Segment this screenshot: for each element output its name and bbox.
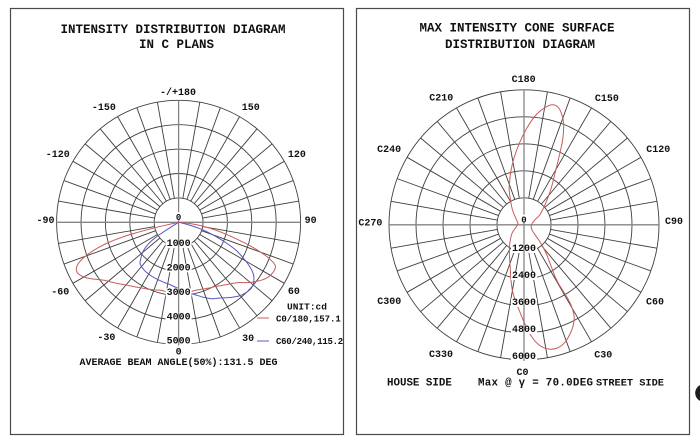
- svg-text:0: 0: [176, 348, 182, 359]
- svg-text:C150: C150: [595, 94, 619, 105]
- svg-text:C120: C120: [646, 145, 670, 156]
- svg-text:60: 60: [288, 287, 300, 298]
- svg-text:0: 0: [176, 213, 181, 223]
- svg-text:120: 120: [288, 150, 306, 161]
- svg-text:MAX INTENSITY CONE SURFACE: MAX INTENSITY CONE SURFACE: [419, 22, 614, 36]
- svg-text:STREET SIDE: STREET SIDE: [596, 378, 664, 390]
- svg-text:C60: C60: [646, 298, 664, 309]
- svg-text:2400: 2400: [512, 271, 536, 282]
- svg-text:4800: 4800: [512, 325, 536, 336]
- svg-text:C0: C0: [516, 368, 528, 379]
- svg-text:DISTRIBUTION DIAGRAM: DISTRIBUTION DIAGRAM: [445, 38, 595, 52]
- svg-text:AVERAGE BEAM ANGLE(50%):131.5: AVERAGE BEAM ANGLE(50%):131.5 DEG: [79, 357, 277, 369]
- svg-text:C330: C330: [429, 350, 453, 361]
- svg-text:C240: C240: [377, 145, 401, 156]
- svg-text:-90: -90: [36, 216, 54, 227]
- svg-text:6000: 6000: [512, 352, 536, 363]
- svg-text:C30: C30: [594, 350, 612, 361]
- svg-text:Max @ γ = 70.0DEG: Max @ γ = 70.0DEG: [478, 378, 593, 390]
- svg-text:-60: -60: [51, 287, 69, 298]
- svg-text:C0/180,157.1: C0/180,157.1: [276, 314, 341, 324]
- svg-text:C180: C180: [512, 75, 536, 86]
- svg-text:C300: C300: [377, 297, 401, 308]
- svg-text:-120: -120: [46, 150, 70, 161]
- svg-text:C60/240,115.2: C60/240,115.2: [276, 337, 343, 347]
- svg-text:UNIT:cd: UNIT:cd: [287, 302, 327, 313]
- svg-text:3000: 3000: [167, 288, 191, 299]
- svg-text:5000: 5000: [167, 337, 191, 348]
- svg-text:3600: 3600: [512, 298, 536, 309]
- svg-text:1200: 1200: [512, 244, 536, 255]
- svg-text:0: 0: [521, 215, 526, 225]
- svg-text:4000: 4000: [167, 312, 191, 323]
- svg-text:C210: C210: [429, 94, 453, 105]
- svg-text:2000: 2000: [167, 264, 191, 275]
- svg-text:HOUSE SIDE: HOUSE SIDE: [387, 378, 452, 390]
- svg-text:-30: -30: [97, 333, 115, 344]
- svg-text:-/+180: -/+180: [160, 87, 196, 99]
- svg-text:C270: C270: [358, 218, 382, 229]
- svg-text:1000: 1000: [167, 239, 191, 250]
- svg-text:150: 150: [242, 103, 260, 114]
- svg-text:IN C PLANS: IN C PLANS: [139, 38, 215, 52]
- svg-text:30: 30: [242, 334, 254, 345]
- svg-text:90: 90: [305, 216, 317, 227]
- svg-text:-150: -150: [92, 103, 116, 114]
- svg-text:C90: C90: [665, 217, 683, 228]
- svg-text:INTENSITY DISTRIBUTION DIAGRAM: INTENSITY DISTRIBUTION DIAGRAM: [60, 23, 285, 37]
